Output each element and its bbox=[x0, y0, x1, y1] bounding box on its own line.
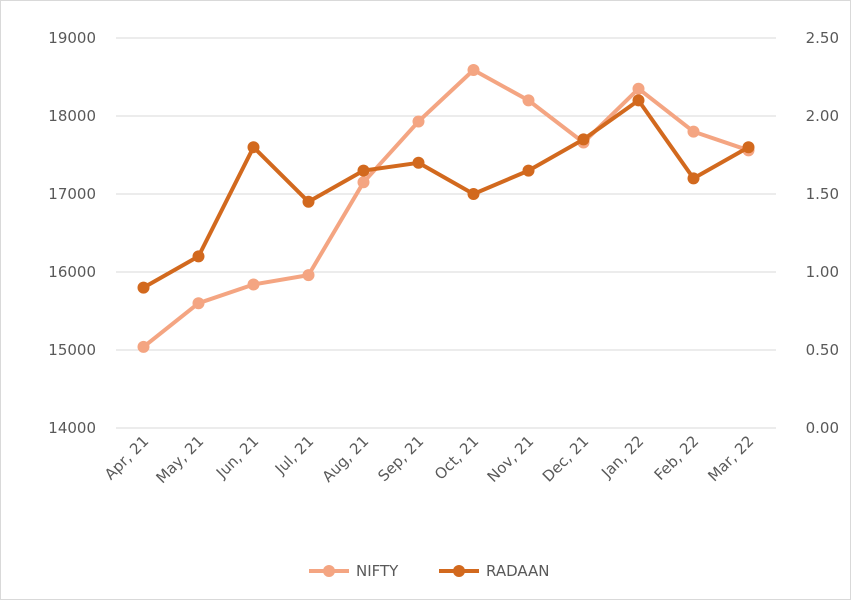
data-point-radaan bbox=[302, 195, 315, 208]
x-tick-label: Apr, 21 bbox=[101, 432, 152, 483]
legend-label-nifty: NIFTY bbox=[356, 562, 399, 580]
x-tick-label: Jul, 21 bbox=[271, 432, 317, 478]
right-axis: 2.50 2.00 1.50 1.00 0.50 0.00 bbox=[806, 29, 839, 437]
legend-marker-radaan bbox=[453, 565, 465, 577]
y-right-tick-label: 0.00 bbox=[806, 419, 839, 437]
x-tick-label: Jun, 21 bbox=[212, 432, 262, 482]
data-point-nifty bbox=[467, 63, 480, 76]
x-tick-label: Sep, 21 bbox=[374, 432, 427, 485]
x-axis: Apr, 21 May, 21 Jun, 21 Jul, 21 Aug, 21 Sep, … bbox=[101, 432, 757, 487]
x-tick-label: Oct, 21 bbox=[431, 432, 482, 483]
y-left-tick-label: 14000 bbox=[48, 419, 96, 437]
y-right-tick-label: 1.00 bbox=[806, 263, 839, 281]
data-point-nifty bbox=[357, 176, 370, 189]
series bbox=[137, 63, 755, 353]
data-point-radaan bbox=[632, 94, 645, 107]
data-point-radaan bbox=[687, 172, 700, 185]
data-point-nifty bbox=[632, 82, 645, 95]
data-point-radaan bbox=[137, 281, 150, 294]
left-axis: 19000 18000 17000 16000 15000 14000 bbox=[48, 29, 96, 437]
data-point-radaan bbox=[742, 141, 755, 154]
x-tick-label: Aug, 21 bbox=[319, 432, 373, 486]
data-point-nifty bbox=[302, 269, 315, 282]
x-tick-label: Mar, 22 bbox=[704, 432, 757, 485]
data-point-radaan bbox=[467, 188, 480, 200]
data-point-nifty bbox=[137, 340, 150, 353]
gridlines bbox=[116, 37, 776, 429]
y-left-tick-label: 17000 bbox=[48, 185, 96, 203]
data-point-radaan bbox=[522, 164, 535, 177]
x-tick-label: Dec, 21 bbox=[539, 432, 592, 485]
legend-marker-nifty bbox=[323, 565, 335, 577]
series-line-nifty bbox=[141, 67, 751, 349]
data-point-radaan bbox=[247, 141, 260, 154]
y-left-tick-label: 18000 bbox=[48, 107, 96, 125]
data-point-nifty bbox=[687, 125, 700, 138]
legend: NIFTY RADAAN bbox=[309, 562, 550, 580]
data-point-nifty bbox=[522, 94, 535, 107]
legend-label-radaan: RADAAN bbox=[486, 562, 550, 580]
y-right-tick-label: 2.50 bbox=[806, 29, 839, 47]
x-tick-label: Feb, 22 bbox=[651, 432, 703, 484]
data-point-radaan bbox=[357, 164, 370, 177]
y-left-tick-label: 16000 bbox=[48, 263, 96, 281]
x-tick-label: Jan, 22 bbox=[597, 432, 647, 482]
data-point-nifty bbox=[247, 278, 260, 291]
data-point-nifty bbox=[192, 297, 205, 310]
series-line-radaan bbox=[141, 98, 751, 290]
y-left-tick-label: 15000 bbox=[48, 341, 96, 359]
y-right-tick-label: 0.50 bbox=[806, 341, 839, 359]
data-point-nifty bbox=[412, 115, 425, 128]
data-point-radaan bbox=[192, 250, 205, 263]
y-left-tick-label: 19000 bbox=[48, 29, 96, 47]
x-tick-label: May, 21 bbox=[152, 432, 207, 487]
y-right-tick-label: 1.50 bbox=[806, 185, 839, 203]
data-point-radaan bbox=[412, 156, 425, 169]
y-right-tick-label: 2.00 bbox=[806, 107, 839, 125]
data-point-radaan bbox=[577, 133, 590, 146]
x-tick-label: Nov, 21 bbox=[484, 432, 538, 486]
